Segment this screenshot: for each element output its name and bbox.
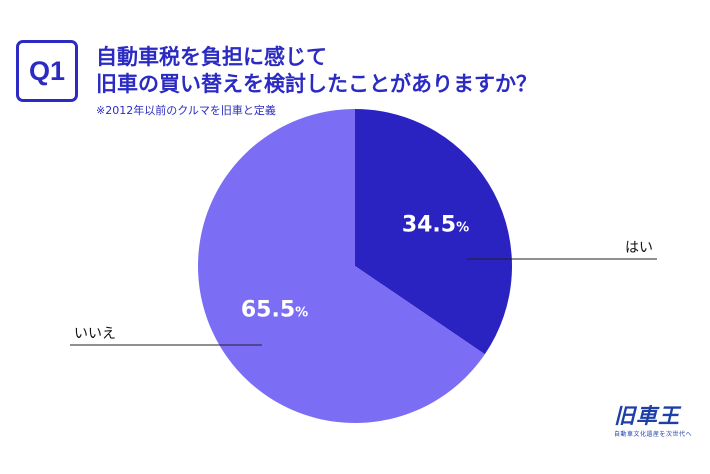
question-badge: Q1 [16, 40, 78, 102]
logo-wordmark: 旧車王 [614, 404, 680, 428]
pie-value-label-no: 65.5% [241, 298, 308, 323]
chart-title: 自動車税を負担に感じて 旧車の買い替えを検討したことがありますか？ [96, 44, 537, 98]
pie-slice-no [198, 109, 485, 423]
category-label-yes: はい [625, 240, 653, 256]
title-line-1: 自動車税を負担に感じて [96, 45, 327, 69]
brand-logo: 旧車王 自動車文化遺産を次世代へ [614, 405, 692, 438]
category-label-no: いいえ [74, 326, 116, 342]
title-line-2: 旧車の買い替えを検討したことがありますか？ [96, 72, 537, 96]
logo-tagline: 自動車文化遺産を次世代へ [614, 431, 693, 438]
pie-slice-yes [355, 109, 512, 355]
definition-note: ※2012年以前のクルマを旧車と定義 [96, 104, 276, 117]
pie-value-label-yes: 34.5% [402, 212, 469, 237]
